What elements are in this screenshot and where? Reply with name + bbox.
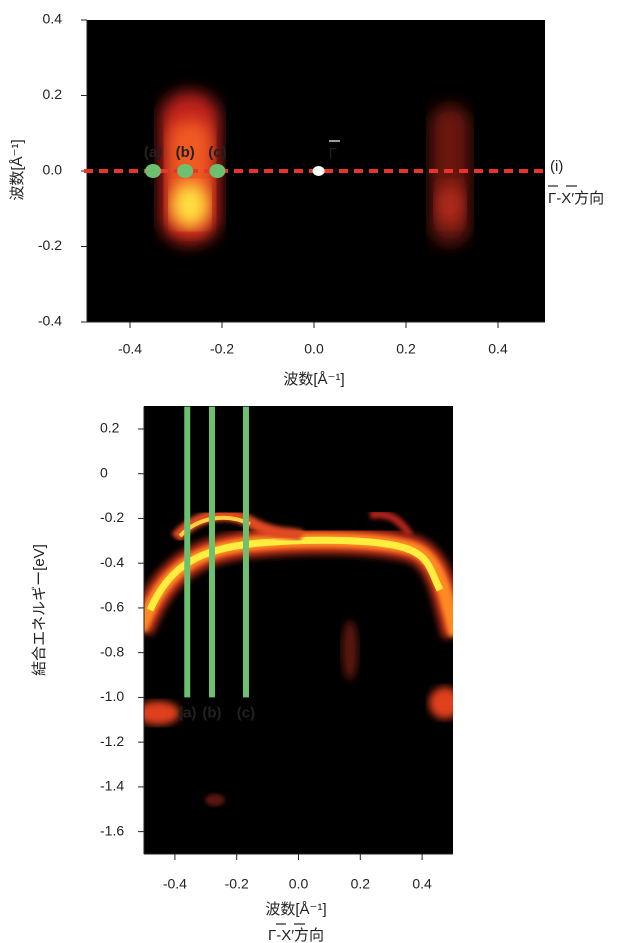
marker-label: (a) [144, 144, 162, 161]
marker-label: (b) [176, 144, 195, 161]
y-tick-label: -1.2 [100, 733, 124, 749]
x-tick-label: 0.2 [396, 341, 416, 357]
cut-label: (c) [237, 704, 255, 721]
marker [145, 164, 161, 178]
x-tick-label: 0.0 [304, 341, 324, 357]
y-tick-label: 0.2 [100, 420, 120, 436]
direction-label: Γ-X′方向 [268, 927, 324, 943]
cut-label: (b) [202, 704, 221, 721]
y-tick-label: -1.6 [100, 822, 124, 838]
y-tick-label: 0.2 [43, 86, 63, 102]
x-tick-label: -0.4 [118, 341, 142, 357]
cut-label: (i) [550, 158, 563, 175]
y-tick-label: -0.2 [38, 237, 62, 253]
marker-label: (c) [208, 144, 226, 161]
x-axis-label: 波数[Å⁻¹] [283, 371, 344, 388]
marker [209, 164, 226, 178]
y-tick-label: -1.4 [100, 778, 124, 794]
overline [276, 140, 577, 925]
y-tick-label: 0.0 [43, 162, 63, 178]
cut-label: (a) [178, 704, 196, 721]
marker [177, 164, 194, 178]
x-tick-label: 0.4 [488, 341, 508, 357]
y-tick-label: -0.8 [100, 643, 124, 659]
y-tick-label: -0.6 [100, 599, 124, 615]
y-tick-label: -1.0 [100, 688, 124, 704]
gamma-label: Γ [329, 145, 337, 162]
y-tick-label: -0.4 [100, 554, 124, 570]
x-tick-label: 0.0 [289, 876, 309, 892]
x-tick-label: -0.2 [210, 341, 234, 357]
direction-label: Γ-X′方向 [548, 190, 604, 207]
y-axis-label: 波数[Å⁻¹] [9, 139, 26, 200]
x-axis-label: 波数[Å⁻¹] [265, 901, 326, 918]
y-tick-label: -0.4 [38, 313, 62, 329]
x-tick-label: -0.4 [163, 876, 187, 892]
y-tick-label: 0.4 [43, 11, 63, 27]
y-tick-label: -0.2 [100, 509, 124, 525]
x-tick-label: 0.4 [412, 876, 432, 892]
plot-area [144, 406, 453, 854]
y-tick-label: 0 [100, 464, 108, 480]
y-axis-label: 結合エネルギー[eV] [31, 544, 48, 676]
gamma-point [312, 166, 325, 176]
x-tick-label: 0.2 [351, 876, 371, 892]
x-tick-label: -0.2 [225, 876, 249, 892]
